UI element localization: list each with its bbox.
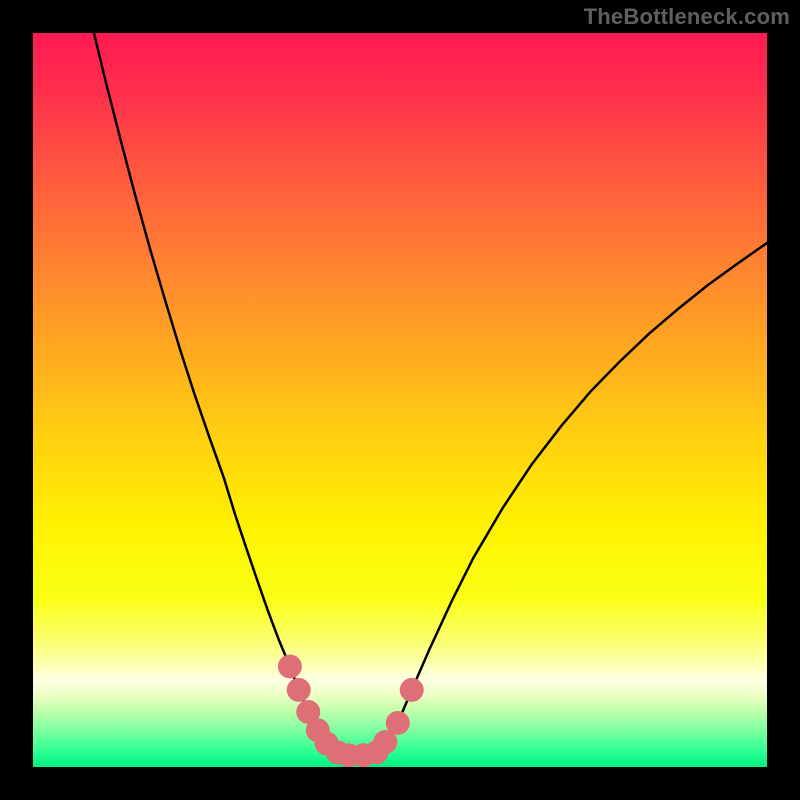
bottleneck-chart — [33, 33, 767, 767]
chart-frame: TheBottleneck.com — [0, 0, 800, 800]
valley-marker — [400, 678, 424, 702]
valley-marker — [287, 678, 311, 702]
valley-marker — [386, 711, 410, 735]
valley-marker — [278, 654, 302, 678]
watermark-text: TheBottleneck.com — [584, 4, 790, 30]
gradient-background — [33, 33, 767, 767]
